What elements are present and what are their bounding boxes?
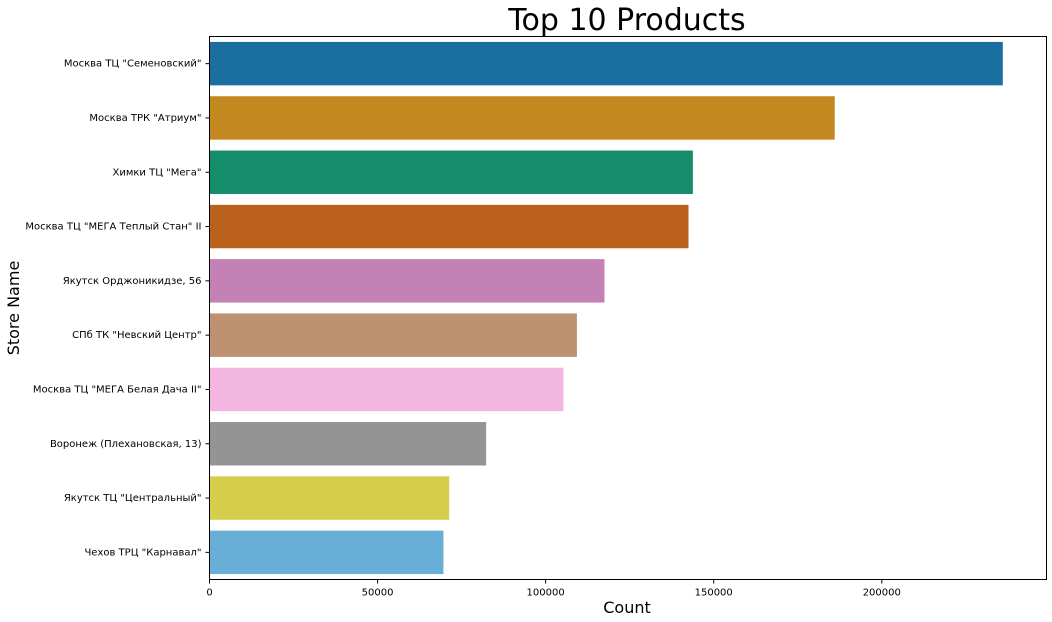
plot-frame: [209, 36, 1047, 580]
y-tick-label: Москва ТЦ "МЕГА Теплый Стан" II: [25, 222, 201, 233]
y-tick-label: Москва ТЦ "МЕГА Белая Дача II": [33, 384, 202, 395]
y-axis-label: Store Name: [4, 261, 23, 356]
bar-3: [209, 150, 693, 194]
bar-10: [209, 530, 444, 575]
y-tick-label: Якутск ТЦ "Центральный": [64, 493, 202, 504]
bar-7: [209, 367, 564, 412]
bar-1: [209, 41, 1003, 86]
y-tick-label: Якутск Орджоникидзе, 56: [63, 276, 202, 287]
bar-9: [209, 476, 450, 520]
x-ticks-group: 0 50000 100000 150000 200000: [206, 579, 901, 599]
bars-group: [209, 41, 1003, 575]
bar-8: [209, 422, 487, 466]
x-tick-label: 150000: [695, 588, 733, 599]
y-tick-label: Чехов ТРЦ "Карнавал": [84, 547, 201, 558]
x-axis-label: Count: [603, 598, 651, 617]
y-tick-label: СПб ТК "Невский Центр": [72, 330, 201, 341]
bar-6: [209, 313, 577, 357]
x-tick-label: 0: [206, 588, 212, 599]
y-tick-label: Москва ТЦ "Семеновский": [64, 59, 202, 70]
x-tick-label: 200000: [863, 588, 901, 599]
chart-title: Top 10 Products: [507, 3, 745, 38]
y-tick-label: Москва ТРК "Атриум": [89, 113, 201, 124]
y-tick-label: Воронеж (Плехановская, 13): [50, 439, 202, 450]
bar-2: [209, 96, 835, 140]
x-tick-label: 50000: [362, 588, 394, 599]
x-tick-label: 100000: [527, 588, 565, 599]
bar-5: [209, 259, 605, 303]
bar-4: [209, 204, 689, 249]
y-ticks-group: Москва ТЦ "Семеновский" Москва ТРК "Атриу…: [25, 59, 210, 558]
y-tick-label: Химки ТЦ "Мега": [112, 167, 201, 178]
